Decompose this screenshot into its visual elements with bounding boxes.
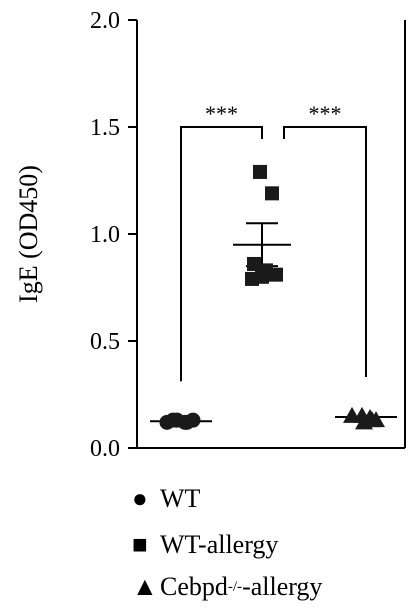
data-point-wt-allergy [247,256,261,271]
legend-item-wt-allergy: ■ WT-allergy [132,530,278,560]
legend-label-cebpd: Cebpd [160,572,228,601]
data-point-wt-allergy [255,269,269,284]
significance-label: *** [309,101,342,126]
y-tick-label: 1.0 [90,222,120,248]
chart: 0.0 0.5 1.0 1.5 2.0 IgE (OD450) *** *** [14,8,406,462]
significance-layer: *** *** [180,101,367,382]
data-point-wt-allergy [253,164,267,179]
significance-bracket [283,126,367,377]
triangle-marker-icon: ▲ [132,572,158,601]
y-tick-label: 2.0 [90,8,120,34]
data-point-wt [185,412,201,428]
data-point-wt-allergy [269,267,283,282]
legend-item-wt: ● WT [132,484,200,514]
legend-label-wt-allergy: WT-allergy [160,530,279,559]
y-tick-label: 0.5 [90,329,120,355]
significance-bracket [180,126,263,382]
data-point-wt-allergy [265,186,279,201]
legend-label-cebpd-suffix: -allergy [242,572,323,601]
data-point-cebpd-allergy [363,411,381,428]
axis-layer: 0.0 0.5 1.0 1.5 2.0 IgE (OD450) [14,8,406,462]
legend-label-cebpd-superscript: -/- [227,578,243,595]
y-axis-label: IgE (OD450) [14,165,43,303]
legend-item-cebpd-allergy: ▲ Cebpd -/- -allergy [132,572,322,602]
marks-layer [150,164,397,430]
significance-label: *** [205,101,238,126]
y-tick-label: 0.0 [90,436,120,462]
legend-label-wt: WT [160,484,201,513]
y-tick-label: 1.5 [90,115,120,141]
square-marker-icon: ■ [132,530,148,559]
data-point-wt [165,412,181,428]
circle-marker-icon: ● [132,484,148,513]
